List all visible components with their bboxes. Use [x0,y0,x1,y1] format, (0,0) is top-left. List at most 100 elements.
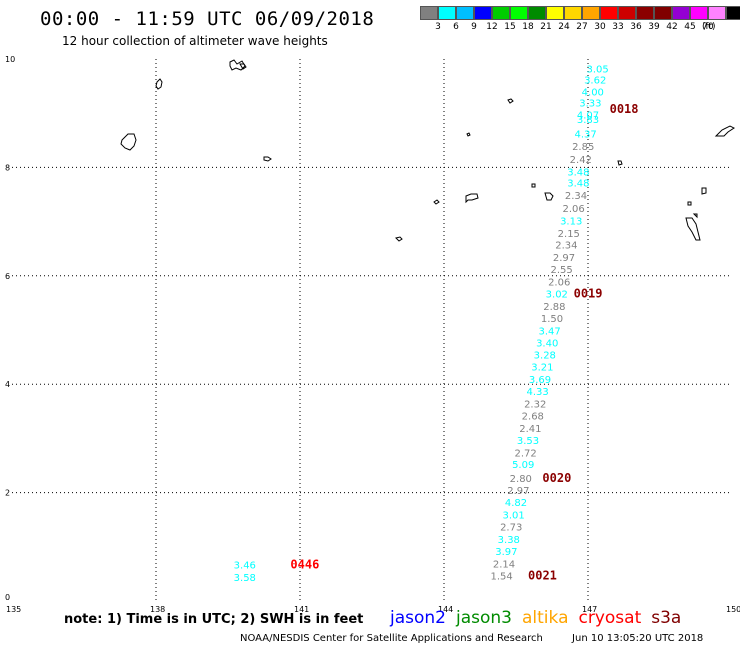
wave-height-label: 2.14 [493,559,515,570]
wave-height-label: 1.54 [490,571,512,582]
pass-time-label: 0019 [574,286,603,300]
legend-color-bar [420,6,740,20]
island-outline [229,59,247,71]
wave-height-label: 2.42 [570,155,592,166]
latitude-tick-label: 2 [5,489,10,498]
wave-height-label: 2.15 [558,229,580,240]
wave-height-label: 3.28 [534,351,556,362]
wave-height-label: 4.37 [574,130,596,141]
longitude-tick-label: 150 [726,605,740,614]
legend-color-box [636,6,654,20]
legend-color-box [708,6,726,20]
legend-unit: (ft) [702,22,716,32]
legend-label: 21 [540,22,552,32]
wave-height-label: 2.55 [550,265,572,276]
footer: NOAA/NESDIS Center for Satellite Applica… [240,633,703,644]
observation-layer: 3.053.624.003.334.073.83 4.372.85 2.42 3.48… [234,65,639,584]
pass-time-label: 0018 [610,102,639,116]
wave-height-label: 2.34 [555,241,577,252]
legend-label: 42 [666,22,678,32]
wave-height-label: 3.02 [546,289,568,300]
latitude-tick-label: 4 [5,380,10,389]
legend-color-box [420,6,438,20]
wave-height-label: 4.82 [505,498,527,509]
legend-color-box [600,6,618,20]
legend-labels: (ft) 3 6 9 12 15 18 21 24 27 30 33 36 39 42 45 70 [420,20,740,34]
wave-height-label: 4.00 [582,87,604,98]
legend-label: 39 [648,22,660,32]
wave-height-label: 2.06 [548,278,570,289]
wave-height-label: 3.38 [498,535,520,546]
legend-color-box [672,6,690,20]
legend-color-box [438,6,456,20]
latitude-tick-label: 10 [5,55,15,64]
wave-height-label: 3.46 [234,560,256,571]
longitude-tick-label: 144 [438,605,453,614]
island-outline [433,199,440,205]
pass-time-label: 0446 [290,557,319,571]
legend-color-box [654,6,672,20]
color-legend: (ft) 3 6 9 12 15 18 21 24 27 30 33 36 39 42 45 70 [420,6,740,34]
satellite-name: altika [522,608,569,628]
wave-height-label: 3.83 [577,115,599,126]
legend-label: 15 [504,22,516,32]
legend-label: 9 [471,22,477,32]
wave-height-label: 3.13 [560,216,582,227]
wave-height-label: 2.34 [565,191,587,202]
island-outline [507,98,514,104]
satellite-name: cryosat [578,608,642,628]
legend-label: 33 [612,22,624,32]
wave-height-label: 1.50 [541,314,563,325]
island-outline [395,236,403,242]
legend-label: 24 [558,22,570,32]
wave-height-label: 3.47 [538,326,560,337]
wave-height-label: 3.97 [495,547,517,558]
island-outline [466,132,471,137]
island-outline [714,125,735,137]
wave-height-label: 3.33 [579,99,601,110]
wave-height-label: 2.68 [522,411,544,422]
longitude-tick-label: 147 [582,605,597,614]
wave-height-label: 3.69 [529,375,551,386]
island-outline [701,187,707,195]
units-note: note: 1) Time is in UTC; 2) SWH is in fe… [64,612,364,627]
legend-color-box [618,6,636,20]
generated-timestamp: Jun 10 13:05:20 UTC 2018 [572,633,704,644]
wave-height-label: 2.85 [572,142,594,153]
wave-height-label: 4.07 [577,111,599,122]
wave-height-label: 4.33 [526,387,548,398]
legend-color-box [492,6,510,20]
wave-height-label: 2.80 [510,474,532,485]
wave-height-label: 2.73 [500,523,522,534]
credit-text: NOAA/NESDIS Center for Satellite Applica… [240,633,543,644]
lat-lon-grid: 135 138 141 144 147 150 0 2 4 6 8 10 [5,55,740,614]
wave-height-label: 3.21 [531,363,553,374]
pass-time-label: 0020 [542,471,571,485]
satellite-name: jason3 [456,608,512,628]
satellite-name: jason2 [390,608,446,628]
wave-height-label: 2.06 [562,204,584,215]
legend-color-box [564,6,582,20]
latitude-tick-label: 0 [5,593,10,602]
wave-height-label: 2.97 [507,486,529,497]
longitude-tick-label: 138 [150,605,165,614]
wave-height-label: 3.48 [567,178,589,189]
pass-time-label: 0021 [528,568,557,582]
legend-color-box [510,6,528,20]
legend-color-box [582,6,600,20]
legend-label: 27 [576,22,588,32]
map-title: 00:00 - 11:59 UTC 06/09/2018 [40,8,375,30]
wave-height-label: 3.53 [517,436,539,447]
legend-color-box [528,6,546,20]
legend-label: 36 [630,22,642,32]
wave-height-label: 2.32 [524,400,546,411]
legend-label: 3 [435,22,441,32]
wave-height-label: 3.05 [586,65,608,76]
island-outline [263,156,272,162]
latitude-tick-label: 8 [5,163,10,172]
wave-height-label: 2.88 [543,302,565,313]
wave-height-label: 2.72 [514,448,536,459]
legend-label: 45 [684,22,696,32]
wave-height-label: 3.58 [234,573,256,584]
coastlines [120,59,735,242]
